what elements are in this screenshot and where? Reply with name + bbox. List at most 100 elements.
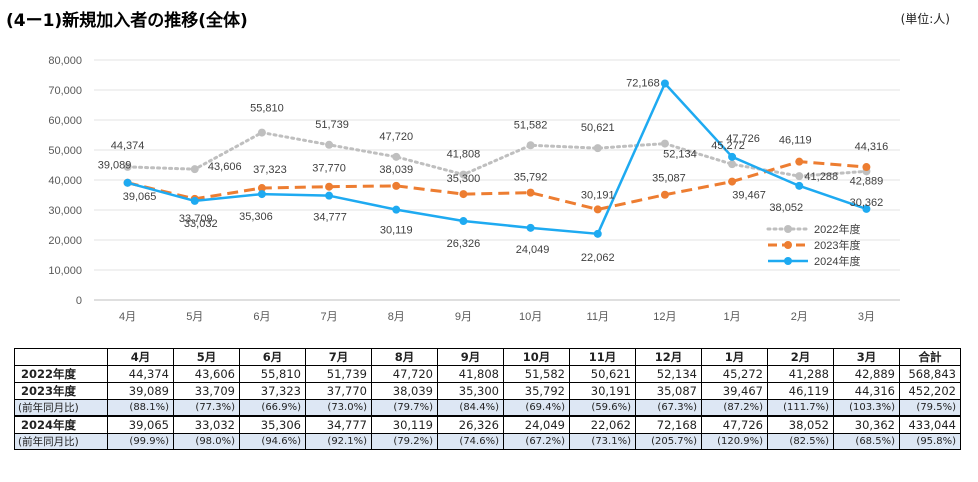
table-row: (前年同月比) (99.9%) (98.0%) (94.6%) (92.1%) (79.2… bbox=[14, 433, 961, 450]
table-cell: (99.9%) bbox=[107, 433, 174, 450]
y-axis: 0 10,000 20,000 30,000 40,000 50,000 60,000 70,… bbox=[48, 55, 82, 307]
data-label: 38,039 bbox=[379, 164, 413, 176]
table-header-cell: 4月 bbox=[107, 348, 174, 366]
series-point-2 bbox=[795, 181, 804, 190]
table-cell: (66.9%) bbox=[239, 399, 306, 417]
series-point-1 bbox=[862, 163, 871, 172]
series-point-0 bbox=[795, 172, 804, 181]
table-cell: (73.0%) bbox=[305, 399, 372, 417]
series-point-0 bbox=[660, 139, 669, 148]
series-point-1 bbox=[795, 157, 804, 166]
table-cell: (79.2%) bbox=[371, 433, 438, 450]
series-point-0 bbox=[190, 165, 199, 174]
table-header-cell: 5月 bbox=[173, 348, 240, 366]
unit-label: (単位:人) bbox=[900, 12, 950, 26]
y-tick-label: 50,000 bbox=[48, 145, 82, 157]
data-label: 51,739 bbox=[315, 119, 349, 131]
series-point-2 bbox=[728, 152, 737, 161]
x-axis: 4月 5月 6月 7月 8月 9月 10月 11月 12月 1月 2月 3月 bbox=[119, 311, 875, 323]
data-label: 39,089 bbox=[98, 160, 132, 172]
x-tick-label: 8月 bbox=[388, 311, 405, 323]
page-title: (4ー1)新規加入者の推移(全体) bbox=[6, 11, 248, 31]
table-cell: (120.9%) bbox=[701, 433, 768, 450]
data-label: 34,777 bbox=[313, 212, 347, 224]
table-cell: 46,119 bbox=[767, 382, 834, 400]
row-label: (前年同月比) bbox=[14, 399, 108, 417]
series-point-2 bbox=[593, 229, 602, 238]
x-tick-label: 12月 bbox=[653, 311, 676, 323]
series-line-2 bbox=[127, 82, 867, 236]
series-point-0 bbox=[459, 170, 468, 179]
table-cell: 42,889 bbox=[833, 365, 900, 383]
series-point-0 bbox=[325, 140, 334, 149]
table-cell: (79.5%) bbox=[899, 399, 961, 417]
table-cell: (111.7%) bbox=[767, 399, 834, 417]
table-cell: 38,039 bbox=[371, 382, 438, 400]
table-cell: (59.6%) bbox=[569, 399, 636, 417]
data-label: 55,810 bbox=[250, 103, 284, 115]
x-tick-label: 10月 bbox=[519, 311, 542, 323]
table-header-cell: 9月 bbox=[437, 348, 504, 366]
table-row: 2022年度 44,374 43,606 55,810 51,739 47,720 41,8… bbox=[14, 365, 961, 383]
x-tick-label: 7月 bbox=[321, 311, 338, 323]
y-tick-label: 20,000 bbox=[48, 235, 82, 247]
data-label: 72,168 bbox=[626, 77, 660, 89]
table-cell: 24,049 bbox=[503, 415, 570, 434]
data-label: 44,316 bbox=[855, 141, 889, 153]
table-cell: 41,808 bbox=[437, 365, 504, 383]
data-label: 43,606 bbox=[208, 161, 242, 173]
data-table: 4月 5月 6月 7月 8月 9月 10月 11月 12月 1月 2月 3月 合計 2022年度 44,3… bbox=[14, 348, 961, 450]
chart-legend: 2022年度 2023年度 2024年度 bbox=[766, 222, 860, 268]
table-header-cell: 8月 bbox=[371, 348, 438, 366]
series-point-2 bbox=[526, 223, 535, 232]
table-cell: (67.2%) bbox=[503, 433, 570, 450]
data-label: 30,362 bbox=[850, 197, 884, 209]
series-point-2 bbox=[123, 178, 132, 187]
table-cell: (205.7%) bbox=[635, 433, 702, 450]
table-cell: 22,062 bbox=[569, 415, 636, 434]
table-header-cell: 12月 bbox=[635, 348, 702, 366]
series-point-0 bbox=[257, 128, 266, 137]
series-point-1 bbox=[459, 190, 468, 199]
series-point-2 bbox=[862, 204, 871, 213]
data-label: 35,792 bbox=[514, 172, 548, 184]
table-cell: 51,739 bbox=[305, 365, 372, 383]
legend-label: 2022年度 bbox=[814, 222, 860, 236]
table-cell: (103.3%) bbox=[833, 399, 900, 417]
table-cell: 50,621 bbox=[569, 365, 636, 383]
series-point-1 bbox=[526, 188, 535, 197]
row-label: (前年同月比) bbox=[14, 433, 108, 450]
table-cell: 44,316 bbox=[833, 382, 900, 400]
series-point-1 bbox=[257, 184, 266, 193]
table-cell: 568,843 bbox=[899, 365, 961, 383]
data-label: 39,467 bbox=[732, 190, 766, 202]
table-cell: (88.1%) bbox=[107, 399, 174, 417]
data-label: 50,621 bbox=[581, 122, 615, 134]
table-header-cell: 7月 bbox=[305, 348, 372, 366]
table-cell: (73.1%) bbox=[569, 433, 636, 450]
table-cell: (74.6%) bbox=[437, 433, 504, 450]
series-point-2 bbox=[392, 205, 401, 214]
table-header-cell: 6月 bbox=[239, 348, 306, 366]
table-cell: (68.5%) bbox=[833, 433, 900, 450]
table-cell: 55,810 bbox=[239, 365, 306, 383]
series-point-2 bbox=[257, 190, 266, 199]
series-point-0 bbox=[728, 160, 737, 169]
table-cell: 452,202 bbox=[899, 382, 961, 400]
table-cell: 44,374 bbox=[107, 365, 174, 383]
x-tick-label: 5月 bbox=[186, 311, 203, 323]
data-labels: 44,374 43,606 55,810 51,739 47,720 41,808 51,5… bbox=[98, 77, 888, 263]
series-point-2 bbox=[459, 217, 468, 226]
series-point-0 bbox=[123, 162, 132, 171]
table-cell: (69.4%) bbox=[503, 399, 570, 417]
series-point-1 bbox=[660, 190, 669, 199]
legend-label: 2024年度 bbox=[814, 254, 860, 268]
table-cell: 34,777 bbox=[305, 415, 372, 434]
chart-grid bbox=[94, 59, 900, 301]
data-label: 42,889 bbox=[850, 175, 884, 187]
data-label: 35,087 bbox=[652, 173, 686, 185]
series-point-2 bbox=[190, 196, 199, 205]
x-tick-label: 9月 bbox=[455, 311, 472, 323]
table-cell: 30,362 bbox=[833, 415, 900, 434]
table-cell: 30,191 bbox=[569, 382, 636, 400]
